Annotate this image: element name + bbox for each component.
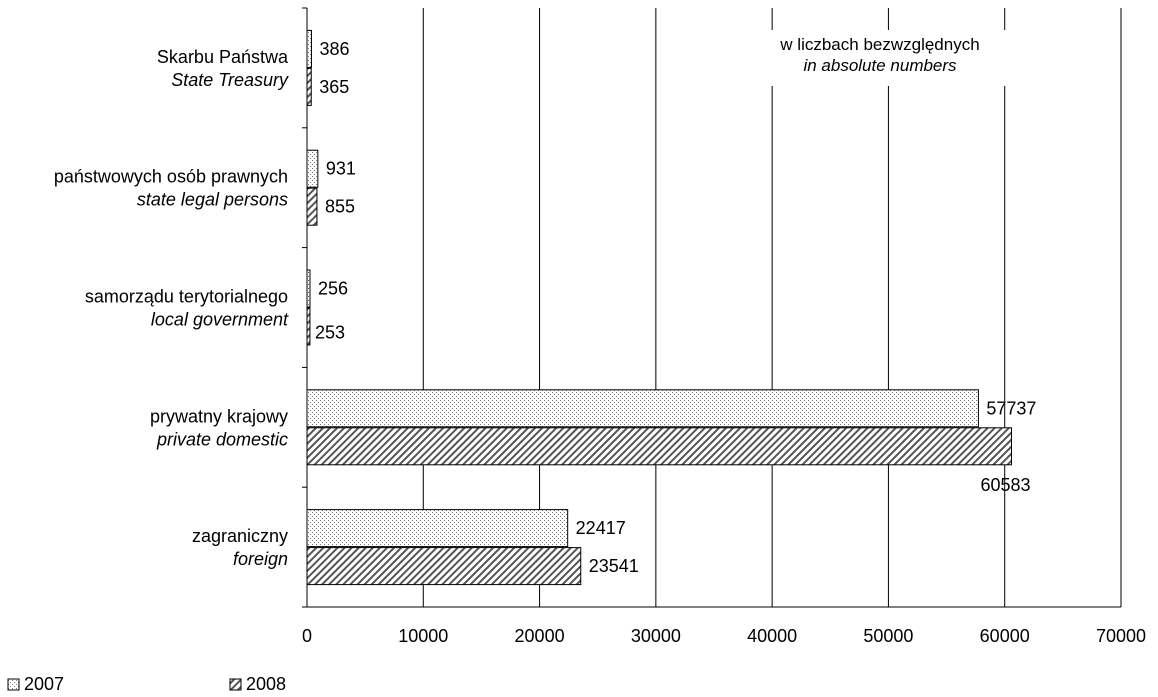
category-label: prywatny krajowy: [150, 406, 288, 426]
x-tick-label: 50000: [863, 626, 913, 646]
x-tick-label: 20000: [515, 626, 565, 646]
data-label: 855: [325, 197, 355, 217]
legend-swatch-2008: [229, 678, 242, 691]
bar-2008: [306, 187, 318, 226]
data-label: 256: [318, 279, 348, 299]
bar-2008: [306, 67, 312, 106]
bar-2007: [306, 509, 569, 548]
bar-2008: [306, 547, 582, 586]
data-label: 60583: [980, 475, 1030, 495]
category-label: zagraniczny: [192, 526, 288, 546]
legend-label-2007: 2007: [24, 674, 64, 694]
x-tick-label: 0: [302, 626, 312, 646]
data-label: 57737: [986, 398, 1036, 418]
annotation-box: w liczbach bezwzględnych in absolute num…: [718, 30, 1050, 86]
bars: [306, 29, 1012, 586]
data-label: 22417: [576, 518, 626, 538]
data-label: 253: [315, 323, 345, 343]
note-english: in absolute numbers: [803, 56, 957, 75]
category-label-english: private domestic: [156, 429, 288, 449]
data-labels: 386 365 931 855 256 253 57737 60583 22417 23541: [315, 39, 1036, 576]
category-label: Skarbu Państwa: [157, 47, 289, 67]
data-label: 23541: [589, 556, 639, 576]
x-tick-label: 60000: [980, 626, 1030, 646]
gridlines: [422, 8, 1122, 607]
category-label-english: foreign: [233, 549, 288, 569]
x-tick-label: 70000: [1096, 626, 1146, 646]
x-tick-labels: 0 10000 20000 30000 40000 50000 60000 70000: [302, 626, 1146, 646]
legend: 2007 2008: [7, 674, 286, 694]
category-label-english: local government: [151, 310, 289, 330]
x-tick-label: 10000: [398, 626, 448, 646]
legend-label-2008: 2008: [246, 674, 286, 694]
category-label: samorządu terytorialnego: [85, 287, 288, 307]
note-polish: w liczbach bezwzględnych: [779, 35, 979, 54]
x-tick-label: 40000: [747, 626, 797, 646]
data-label: 386: [319, 39, 349, 59]
category-labels: Skarbu Państwa State Treasury państwowych …: [54, 47, 289, 569]
bar-2007: [306, 149, 319, 188]
category-label-english: State Treasury: [171, 70, 289, 90]
data-label: 931: [326, 159, 356, 179]
legend-swatch-2007: [7, 678, 20, 691]
bar-2007: [306, 29, 312, 68]
bar-2008: [306, 427, 1012, 466]
x-tick-label: 30000: [631, 626, 681, 646]
data-label: 365: [319, 77, 349, 97]
axes: [302, 7, 1121, 608]
category-label-english: state legal persons: [137, 190, 288, 210]
category-label: państwowych osób prawnych: [54, 167, 288, 187]
bar-2007: [306, 389, 979, 428]
